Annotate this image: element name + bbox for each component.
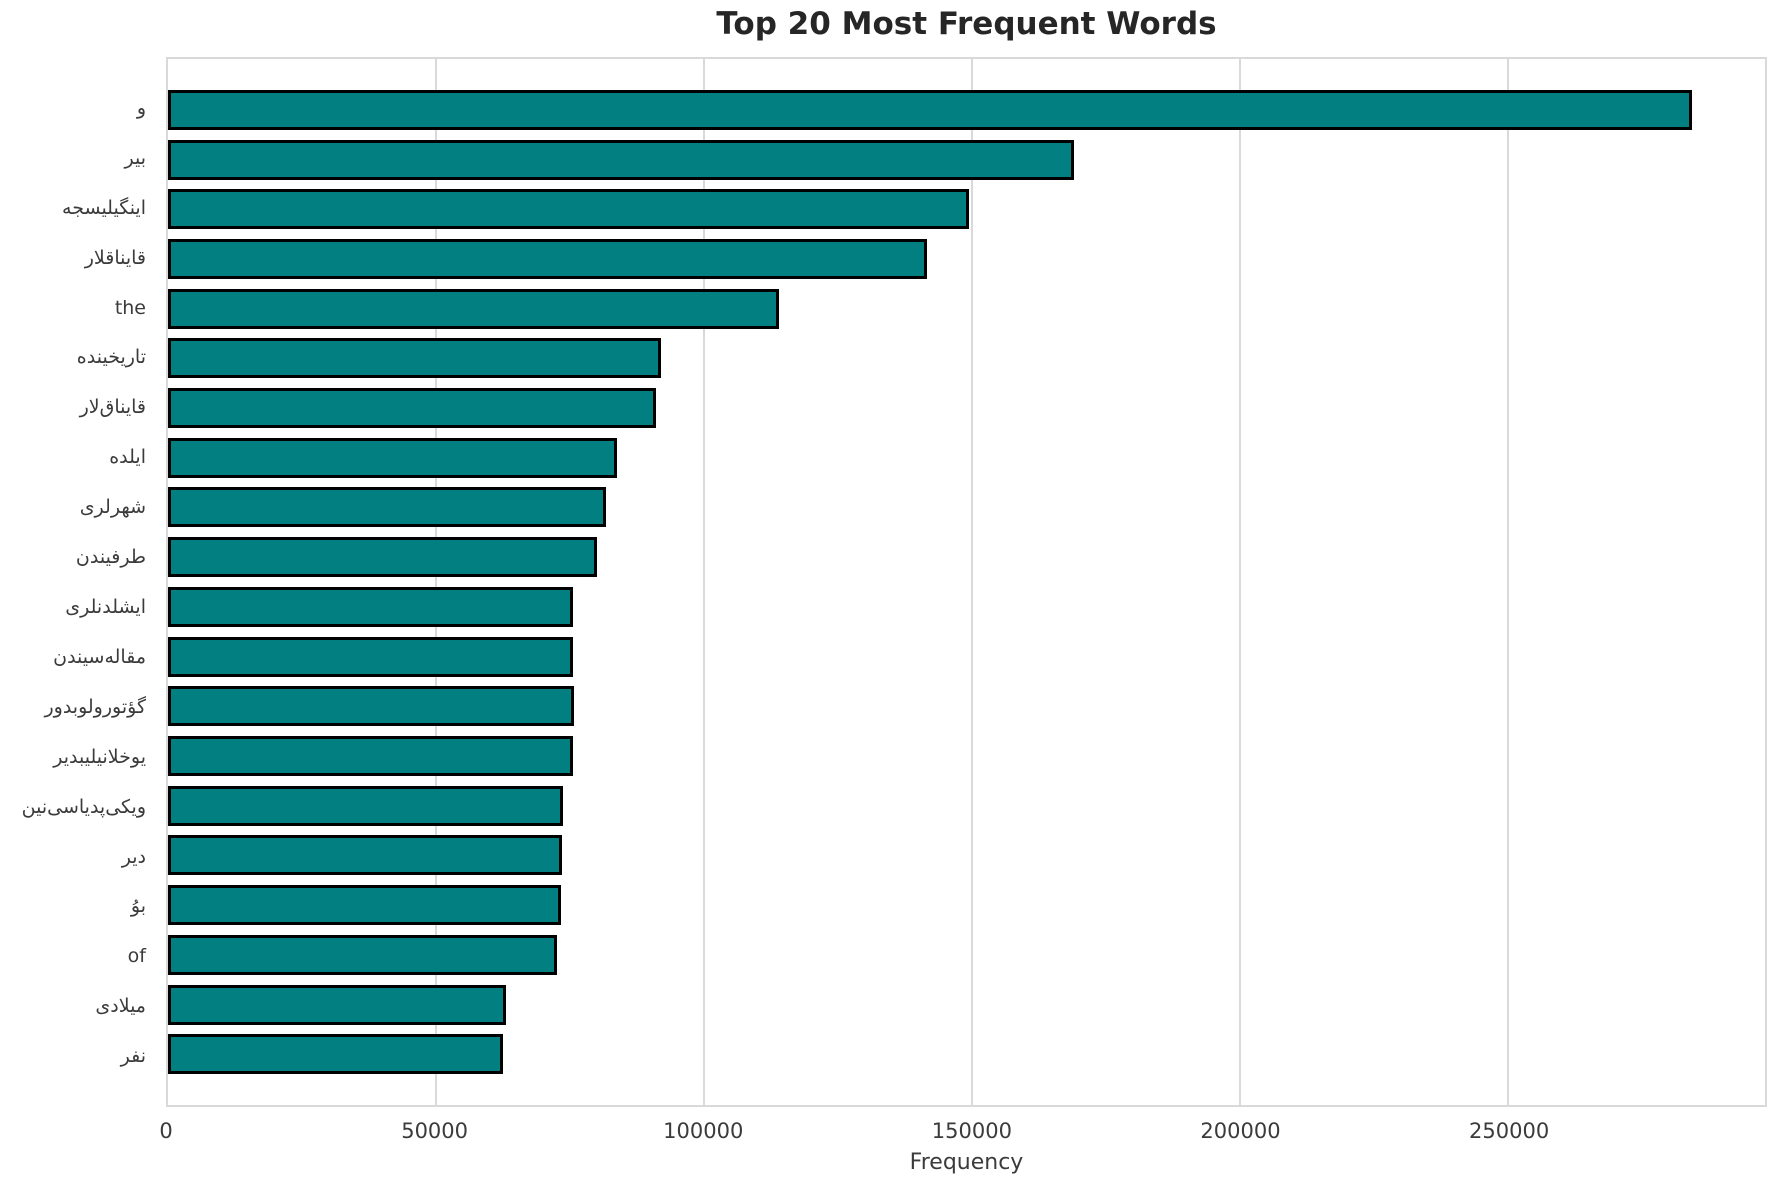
bar-12 bbox=[168, 686, 574, 727]
y-tick-label: دیر bbox=[121, 845, 146, 868]
y-tick-label: گؤتورولوبدور bbox=[44, 695, 146, 718]
y-tick-label: میلادی bbox=[95, 995, 146, 1018]
bar-row bbox=[168, 284, 1765, 334]
y-tick-label: of bbox=[127, 945, 146, 968]
gridline-x-250000 bbox=[1506, 59, 1509, 1105]
bar-row bbox=[168, 334, 1765, 384]
bar-row bbox=[168, 234, 1765, 284]
y-tick-label: قایناق‌لار bbox=[79, 396, 146, 419]
gridline-x-150000 bbox=[970, 59, 973, 1105]
bar-7 bbox=[168, 437, 617, 478]
y-tick-label: شهرلری bbox=[79, 496, 146, 519]
gridline-x-100000 bbox=[702, 59, 705, 1105]
x-tick-label-150000: 150000 bbox=[931, 1119, 1012, 1143]
bar-row bbox=[168, 632, 1765, 682]
bar-row bbox=[168, 831, 1765, 881]
bars-container bbox=[168, 59, 1765, 1105]
bar-15 bbox=[168, 835, 563, 876]
gridline-x-200000 bbox=[1238, 59, 1241, 1105]
bar-10 bbox=[168, 586, 574, 627]
bar-row bbox=[168, 532, 1765, 582]
bar-17 bbox=[168, 934, 557, 975]
bar-row bbox=[168, 980, 1765, 1030]
bar-row bbox=[168, 731, 1765, 781]
x-axis-label: Frequency bbox=[909, 1150, 1024, 1175]
bar-13 bbox=[168, 735, 574, 776]
x-tick-label-200000: 200000 bbox=[1200, 1119, 1281, 1143]
y-tick-label: طرفیندن bbox=[75, 546, 146, 569]
chart-title: Top 20 Most Frequent Words bbox=[716, 6, 1217, 42]
y-tick-label: اینگیلیسجه bbox=[62, 196, 146, 219]
bar-16 bbox=[168, 885, 561, 926]
y-tick-label: بیر bbox=[124, 146, 146, 169]
bar-row bbox=[168, 383, 1765, 433]
bar-5 bbox=[168, 338, 662, 379]
bar-row bbox=[168, 781, 1765, 831]
y-tick-label: نفر bbox=[120, 1045, 146, 1068]
bar-11 bbox=[168, 636, 574, 677]
bar-2 bbox=[168, 189, 970, 230]
bar-row bbox=[168, 184, 1765, 234]
bar-3 bbox=[168, 238, 928, 279]
bar-0 bbox=[168, 89, 1692, 130]
bar-row bbox=[168, 880, 1765, 930]
y-tick-label: مقاله‌سیندن bbox=[53, 645, 146, 668]
bar-row bbox=[168, 582, 1765, 632]
y-tick-label: تاریخینده bbox=[76, 346, 146, 369]
bar-19 bbox=[168, 1034, 503, 1075]
bar-row bbox=[168, 1029, 1765, 1079]
y-axis-labels: و بیر اینگیلیسجه قایناقلار the تاریخینده قاینا… bbox=[0, 57, 156, 1107]
bar-6 bbox=[168, 388, 656, 429]
y-tick-label: بوُ bbox=[130, 895, 146, 918]
bar-row bbox=[168, 85, 1765, 135]
bar-4 bbox=[168, 288, 779, 329]
y-tick-label: و bbox=[136, 96, 146, 119]
bar-row bbox=[168, 930, 1765, 980]
bar-row bbox=[168, 135, 1765, 185]
x-tick-label-250000: 250000 bbox=[1469, 1119, 1550, 1143]
bar-row bbox=[168, 681, 1765, 731]
y-tick-label: ایلده bbox=[109, 446, 146, 469]
bar-row bbox=[168, 433, 1765, 483]
x-tick-label-50000: 50000 bbox=[401, 1119, 469, 1143]
gridline-x-50000 bbox=[434, 59, 437, 1105]
x-tick-label-100000: 100000 bbox=[663, 1119, 744, 1143]
plot-area bbox=[166, 57, 1767, 1107]
y-tick-label: the bbox=[114, 296, 146, 319]
y-tick-label: یوخلانیلیبدیر bbox=[53, 745, 146, 768]
bar-1 bbox=[168, 139, 1074, 180]
y-tick-label: ویکی‌پدیاسی‌نین bbox=[21, 795, 146, 818]
y-tick-label: قایناقلار bbox=[84, 246, 146, 269]
bar-18 bbox=[168, 984, 506, 1025]
y-tick-label: ایشلدنلری bbox=[65, 596, 146, 619]
bar-14 bbox=[168, 785, 563, 826]
x-tick-label-0: 0 bbox=[159, 1119, 173, 1143]
bar-8 bbox=[168, 487, 607, 528]
bar-row bbox=[168, 483, 1765, 533]
bar-9 bbox=[168, 537, 597, 578]
